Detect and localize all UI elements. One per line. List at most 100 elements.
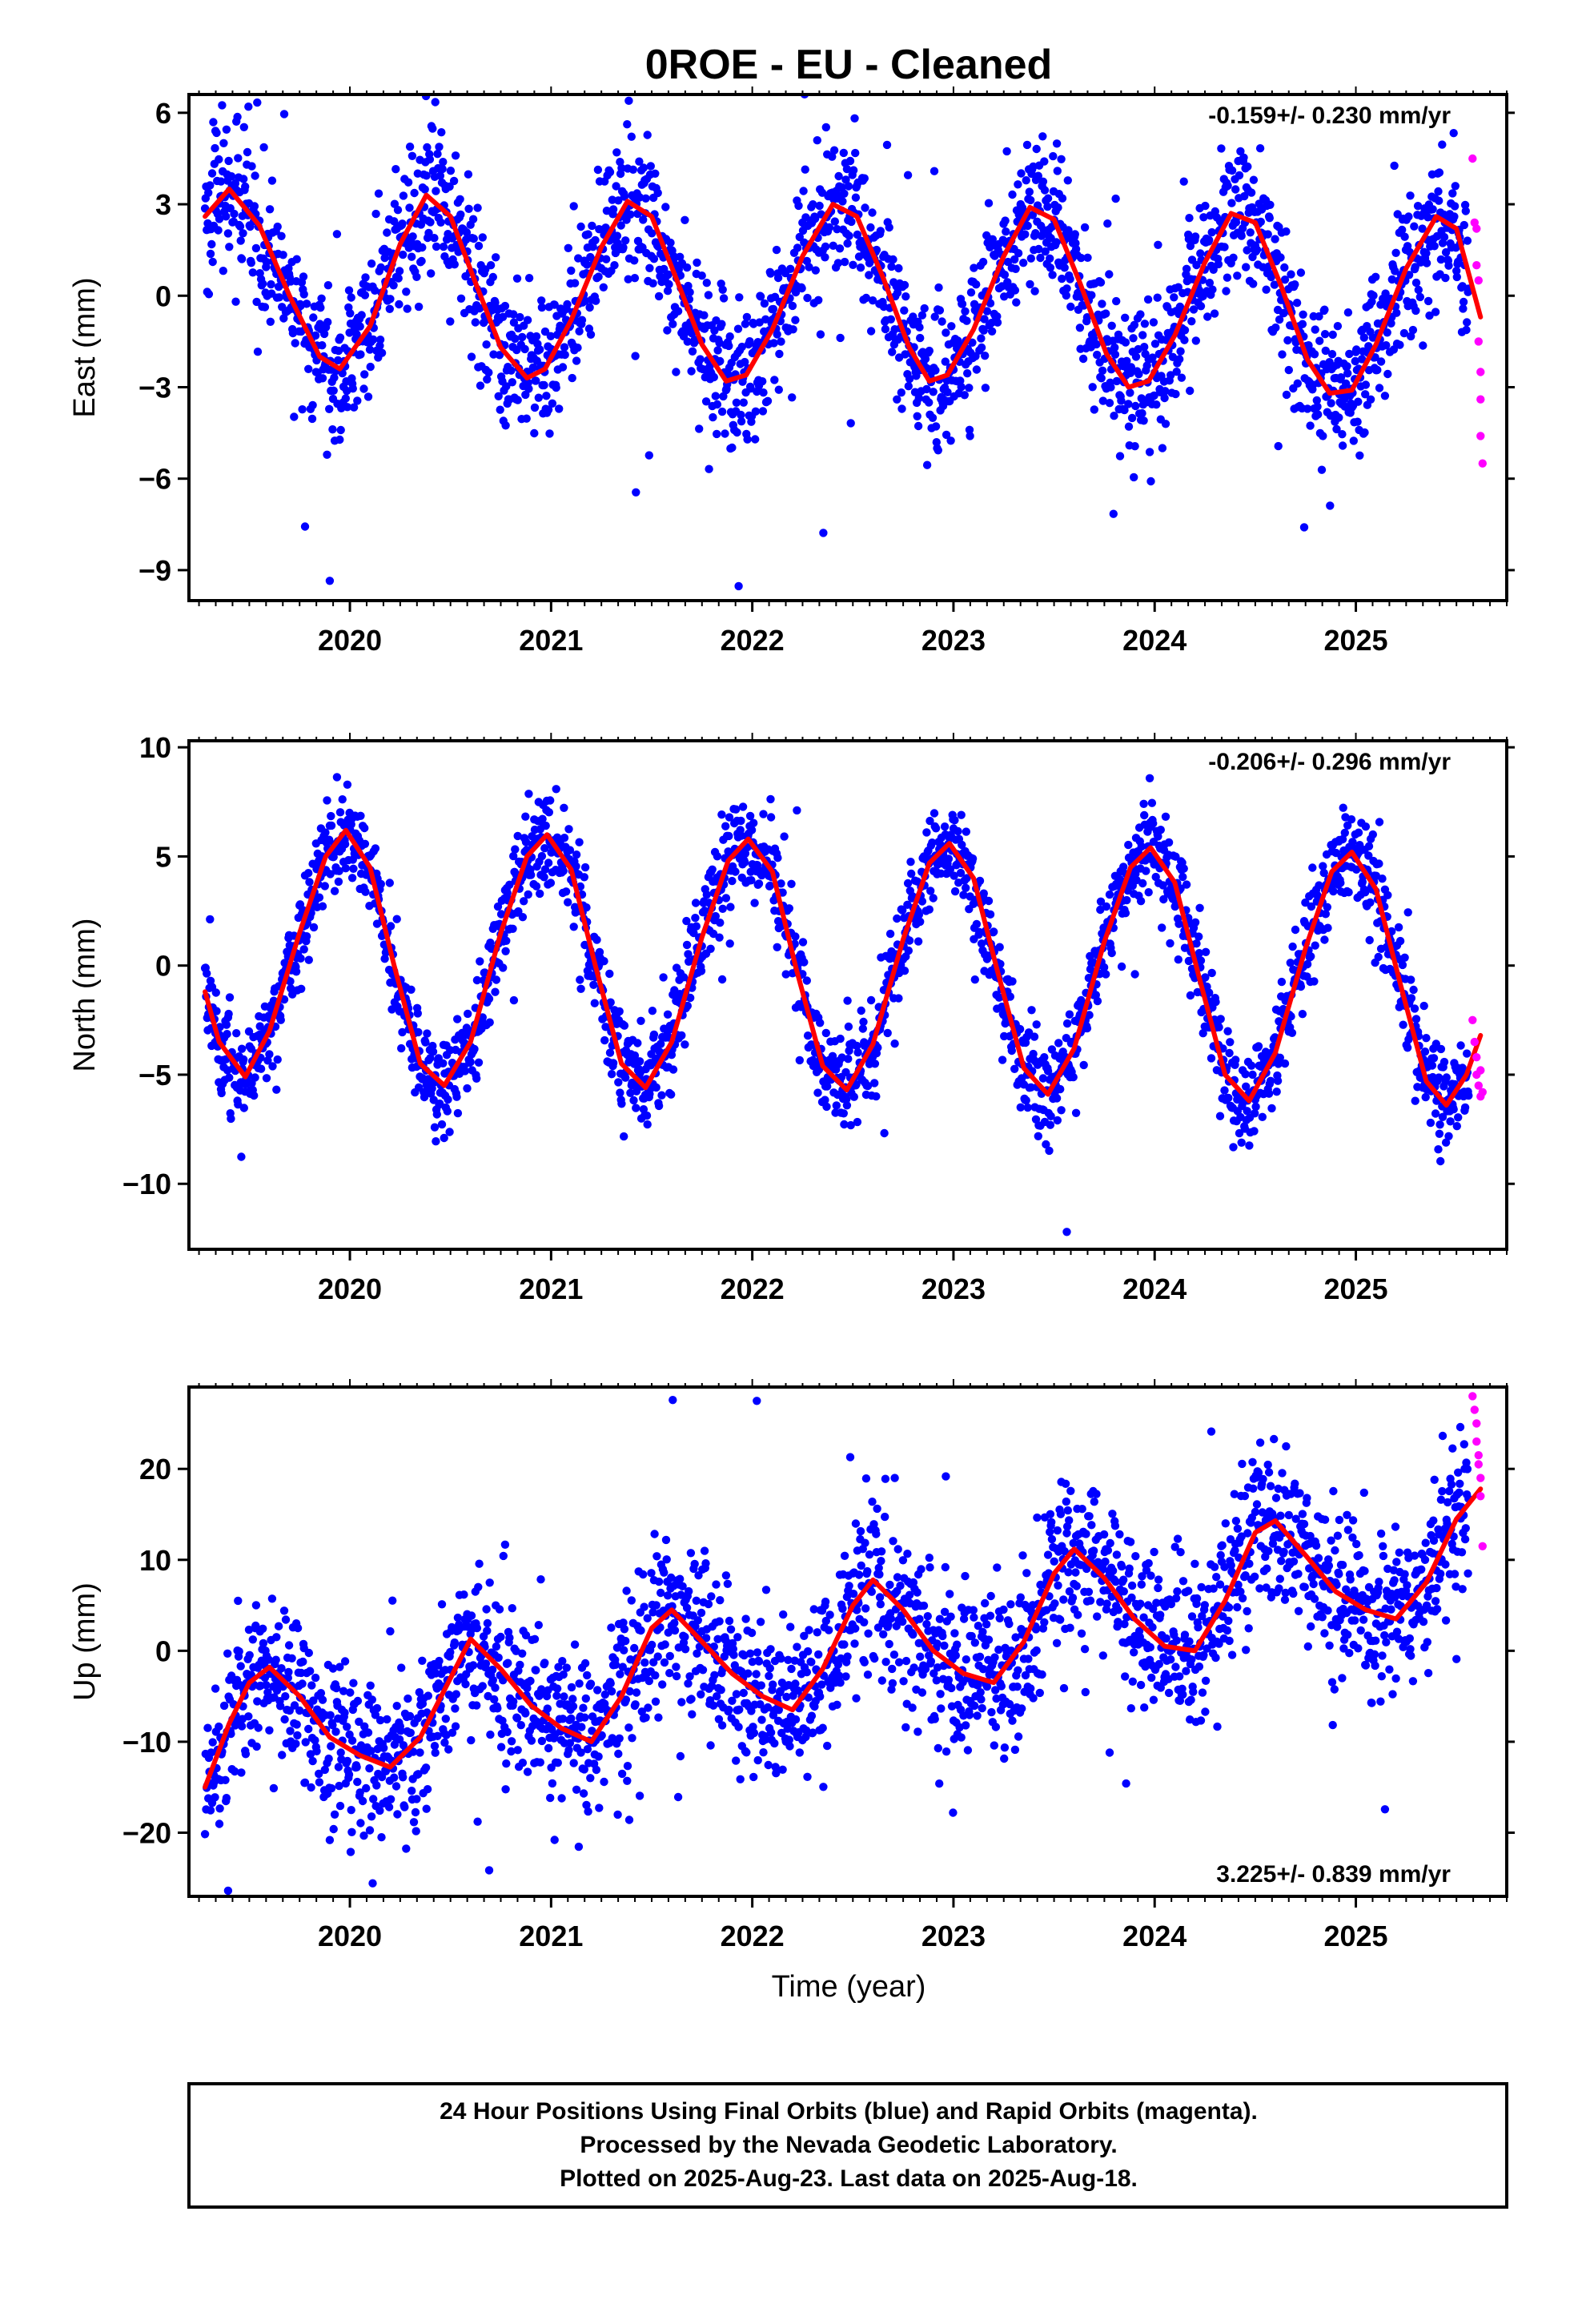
north-final-point: [1344, 888, 1353, 897]
east-final-point: [588, 221, 596, 231]
east-final-point: [1186, 241, 1195, 251]
north-final-point: [821, 1096, 829, 1104]
east-final-point: [1275, 315, 1284, 324]
north-final-point: [223, 1030, 231, 1039]
east-final-point: [1028, 211, 1038, 219]
north-final-point: [1052, 1094, 1062, 1103]
north-final-point: [1375, 859, 1383, 868]
north-final-point: [1323, 903, 1332, 912]
east-final-point: [925, 398, 934, 407]
north-final-point: [1338, 834, 1347, 844]
east-final-point: [300, 522, 310, 531]
east-final-point: [719, 392, 728, 401]
north-final-point: [1069, 1072, 1078, 1082]
east-final-point: [1134, 370, 1143, 379]
north-final-point: [633, 1039, 642, 1047]
north-final-point: [590, 999, 599, 1007]
east-final-point: [1336, 373, 1346, 382]
east-final-point: [961, 307, 970, 316]
east-final-point: [1112, 376, 1122, 386]
north-final-point: [615, 1007, 624, 1016]
east-final-point: [835, 244, 845, 253]
east-final-point: [947, 322, 956, 331]
east-final-point: [814, 296, 823, 304]
east-final-point: [279, 251, 287, 259]
east-final-point: [648, 229, 656, 238]
east-final-point: [1292, 299, 1302, 308]
east-final-point: [239, 229, 247, 238]
north-final-point: [713, 852, 722, 861]
east-final-point: [1425, 311, 1434, 320]
north-final-point: [667, 1090, 676, 1099]
north-final-point: [327, 811, 335, 821]
east-final-point: [360, 291, 370, 300]
east-final-point: [1390, 161, 1399, 171]
east-final-point: [710, 326, 719, 335]
east-final-point: [1284, 365, 1294, 375]
north-final-point: [1174, 919, 1183, 928]
north-final-point: [244, 1027, 254, 1036]
east-final-point: [1298, 320, 1307, 328]
north-final-point: [954, 826, 962, 836]
east-final-point: [1373, 365, 1382, 375]
east-final-point: [1176, 347, 1185, 356]
north-final-point: [793, 806, 801, 815]
north-final-point: [843, 996, 852, 1005]
east-final-point: [1255, 144, 1265, 153]
north-final-point: [521, 812, 530, 821]
north-final-point: [569, 923, 578, 931]
north-final-point: [1348, 838, 1357, 846]
east-final-point: [323, 281, 333, 290]
east-final-point: [903, 171, 913, 179]
north-final-point: [1149, 819, 1158, 828]
east-final-point: [701, 397, 711, 406]
east-final-point: [1105, 399, 1114, 408]
east-final-point: [1070, 230, 1080, 239]
east-final-point: [1235, 171, 1244, 180]
north-final-point: [721, 822, 730, 830]
east-final-point: [987, 319, 996, 328]
east-final-point: [1025, 187, 1034, 196]
east-final-point: [1461, 207, 1471, 215]
north-final-point: [616, 1088, 624, 1097]
east-final-point: [717, 320, 726, 328]
north-final-point: [802, 976, 811, 985]
north-final-point: [206, 915, 215, 924]
north-final-point: [635, 1057, 644, 1066]
north-final-point: [1030, 1032, 1039, 1041]
east-final-point: [1126, 363, 1136, 372]
north-final-point: [491, 987, 500, 996]
north-final-point: [880, 1128, 889, 1138]
east-final-point: [423, 143, 432, 152]
north-final-point: [414, 1027, 423, 1037]
east-final-point: [931, 366, 940, 375]
east-final-point: [651, 169, 660, 178]
east-final-point: [227, 172, 236, 181]
north-final-point: [349, 864, 358, 874]
east-xtick-label: 2025: [1323, 624, 1387, 657]
north-final-point: [605, 969, 614, 979]
east-final-point: [946, 436, 955, 445]
east-final-point: [925, 346, 934, 356]
east-final-point: [986, 299, 995, 308]
north-final-point: [575, 838, 584, 846]
north-final-point: [541, 821, 550, 830]
east-final-point: [1127, 413, 1137, 423]
east-ytick-label: 3: [155, 188, 171, 221]
north-final-point: [787, 879, 796, 889]
east-final-point: [1043, 194, 1053, 203]
east-final-point: [1265, 214, 1275, 223]
east-final-point: [317, 294, 326, 303]
east-final-point: [990, 251, 999, 260]
east-final-point: [1320, 330, 1330, 339]
east-final-point: [620, 192, 629, 201]
north-final-point: [1427, 1061, 1437, 1070]
east-final-point: [1058, 274, 1066, 283]
east-final-point: [535, 609, 543, 617]
east-final-point: [1139, 416, 1148, 425]
north-final-point: [1201, 947, 1211, 957]
east-final-point: [380, 253, 389, 263]
north-final-point: [508, 924, 517, 934]
east-final-point: [1124, 422, 1134, 431]
